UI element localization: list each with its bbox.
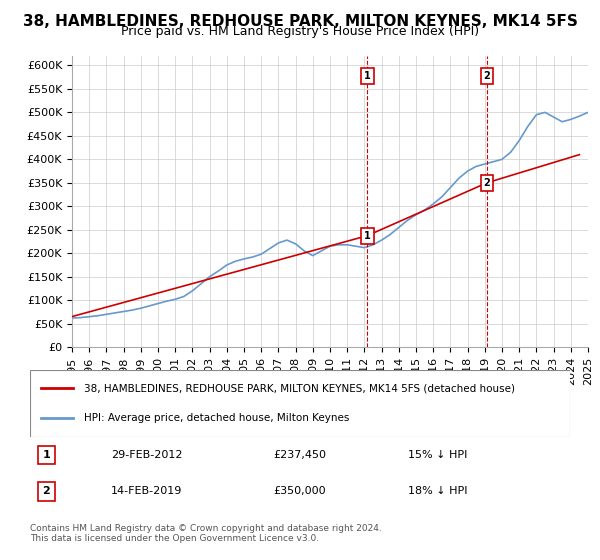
Text: 2: 2 xyxy=(484,178,490,188)
Text: 1: 1 xyxy=(364,71,371,81)
Text: 15% ↓ HPI: 15% ↓ HPI xyxy=(408,450,467,460)
Text: 1: 1 xyxy=(43,450,50,460)
Text: 29-FEB-2012: 29-FEB-2012 xyxy=(111,450,182,460)
Text: 38, HAMBLEDINES, REDHOUSE PARK, MILTON KEYNES, MK14 5FS: 38, HAMBLEDINES, REDHOUSE PARK, MILTON K… xyxy=(23,14,577,29)
Text: £237,450: £237,450 xyxy=(273,450,326,460)
Text: Contains HM Land Registry data © Crown copyright and database right 2024.
This d: Contains HM Land Registry data © Crown c… xyxy=(30,524,382,543)
Text: 2: 2 xyxy=(43,487,50,496)
Text: 18% ↓ HPI: 18% ↓ HPI xyxy=(408,487,467,496)
Text: 1: 1 xyxy=(364,231,371,241)
Text: 14-FEB-2019: 14-FEB-2019 xyxy=(111,487,182,496)
Text: HPI: Average price, detached house, Milton Keynes: HPI: Average price, detached house, Milt… xyxy=(84,413,349,423)
Text: £350,000: £350,000 xyxy=(273,487,326,496)
FancyBboxPatch shape xyxy=(30,370,570,437)
Text: 38, HAMBLEDINES, REDHOUSE PARK, MILTON KEYNES, MK14 5FS (detached house): 38, HAMBLEDINES, REDHOUSE PARK, MILTON K… xyxy=(84,384,515,394)
Text: Price paid vs. HM Land Registry's House Price Index (HPI): Price paid vs. HM Land Registry's House … xyxy=(121,25,479,38)
Text: 2: 2 xyxy=(484,71,490,81)
